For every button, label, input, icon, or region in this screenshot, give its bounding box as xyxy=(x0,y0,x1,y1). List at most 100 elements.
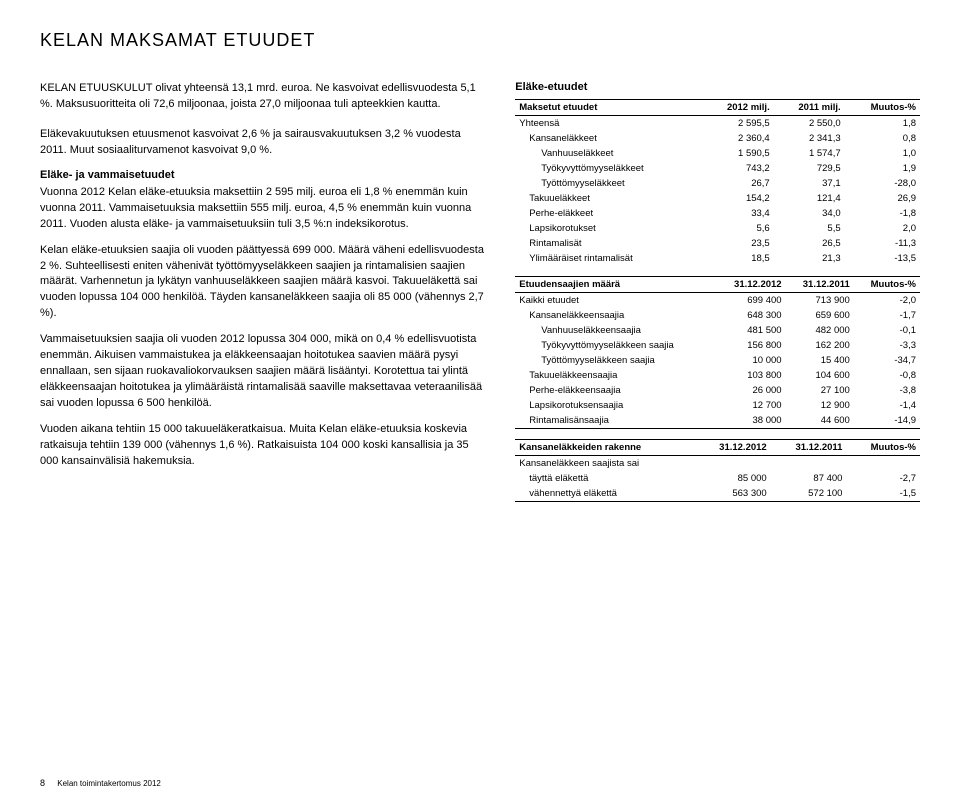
table-maksetut: Maksetut etuudet 2012 milj. 2011 milj. M… xyxy=(515,99,920,266)
content-columns: KELAN ETUUSKULUT olivat yhteensä 13,1 mr… xyxy=(40,81,920,502)
col-2012: 31.12.2012 xyxy=(694,440,770,456)
col-2011: 31.12.2011 xyxy=(771,440,847,456)
table-cell: 156 800 xyxy=(717,338,786,353)
table-cell: -3,3 xyxy=(854,338,920,353)
paragraph-4: Vammaisetuuksien saajia oli vuoden 2012 … xyxy=(40,332,485,412)
col-label: Kansaneläkkeiden rakenne xyxy=(515,440,694,456)
table-cell: -3,8 xyxy=(854,383,920,398)
table-cell: 2 341,3 xyxy=(774,131,845,146)
table-row: Lapsikorotukset5,65,52,0 xyxy=(515,221,920,236)
table-cell: 659 600 xyxy=(786,308,854,323)
table-cell: Työttömyyseläkkeet xyxy=(515,176,702,191)
table-cell: 38 000 xyxy=(717,413,786,429)
table-row: Kaikki etuudet699 400713 900-2,0 xyxy=(515,293,920,309)
table-cell: Rintamalisät xyxy=(515,236,702,251)
table-cell: 2 550,0 xyxy=(774,116,845,132)
table-cell: 0,8 xyxy=(845,131,920,146)
table-cell: Vanhuuseläkkeet xyxy=(515,146,702,161)
table-cell: -28,0 xyxy=(845,176,920,191)
table-cell: 21,3 xyxy=(774,251,845,266)
col-change: Muutos-% xyxy=(846,440,920,456)
table-cell: Yhteensä xyxy=(515,116,702,132)
paragraph-3: Kelan eläke-etuuksien saajia oli vuoden … xyxy=(40,243,485,323)
table-cell: 5,5 xyxy=(774,221,845,236)
col-2012: 31.12.2012 xyxy=(717,277,786,293)
table-cell: Työkyvyttömyyseläkkeet xyxy=(515,161,702,176)
table-cell: Lapsikorotukset xyxy=(515,221,702,236)
table-cell: 1 574,7 xyxy=(774,146,845,161)
table-cell: 162 200 xyxy=(786,338,854,353)
table-row: Työkyvyttömyyseläkkeet743,2729,51,9 xyxy=(515,161,920,176)
table-cell: 713 900 xyxy=(786,293,854,309)
table-cell: 104 600 xyxy=(786,368,854,383)
table-cell: -0,1 xyxy=(854,323,920,338)
right-column: Eläke-etuudet Maksetut etuudet 2012 milj… xyxy=(515,81,920,502)
table-rakenne: Kansaneläkkeiden rakenne 31.12.2012 31.1… xyxy=(515,439,920,502)
table-row: Kansaneläkkeet2 360,42 341,30,8 xyxy=(515,131,920,146)
table-cell: 2,0 xyxy=(845,221,920,236)
table-cell: 33,4 xyxy=(702,206,774,221)
table-cell: Kansaneläkkeensaajia xyxy=(515,308,716,323)
table-row: Rintamalisänsaajia38 00044 600-14,9 xyxy=(515,413,920,429)
table-header-row: Maksetut etuudet 2012 milj. 2011 milj. M… xyxy=(515,100,920,116)
table-cell: 482 000 xyxy=(786,323,854,338)
table-cell: 729,5 xyxy=(774,161,845,176)
table-cell: 85 000 xyxy=(694,471,770,486)
table-cell: Rintamalisänsaajia xyxy=(515,413,716,429)
table-cell: Perhe-eläkkeet xyxy=(515,206,702,221)
table-row: Lapsikorotuksensaajia12 70012 900-1,4 xyxy=(515,398,920,413)
table-cell: -2,0 xyxy=(854,293,920,309)
page-number: 8 xyxy=(40,778,45,788)
table-cell: 743,2 xyxy=(702,161,774,176)
table-cell: -34,7 xyxy=(854,353,920,368)
table-cell: 481 500 xyxy=(717,323,786,338)
table-cell: täyttä eläkettä xyxy=(515,471,694,486)
col-2012: 2012 milj. xyxy=(702,100,774,116)
table-row: Työkyvyttömyyseläkkeen saajia156 800162 … xyxy=(515,338,920,353)
table-cell: -1,8 xyxy=(845,206,920,221)
paragraph-2: Vuonna 2012 Kelan eläke-etuuksia maksett… xyxy=(40,185,485,233)
table-cell: 44 600 xyxy=(786,413,854,429)
table-cell: 5,6 xyxy=(702,221,774,236)
table-cell: -14,9 xyxy=(854,413,920,429)
table-cell: 15 400 xyxy=(786,353,854,368)
table-row: Työttömyyseläkkeet26,737,1-28,0 xyxy=(515,176,920,191)
table-row: Kansaneläkkeen saajista sai xyxy=(515,456,920,472)
table-cell: 87 400 xyxy=(771,471,847,486)
table-row: Kansaneläkkeensaajia648 300659 600-1,7 xyxy=(515,308,920,323)
table-cell: 1,0 xyxy=(845,146,920,161)
col-2011: 31.12.2011 xyxy=(786,277,854,293)
table-row: Takuueläkkeensaajia103 800104 600-0,8 xyxy=(515,368,920,383)
table-cell: Työkyvyttömyyseläkkeen saajia xyxy=(515,338,716,353)
table-row: Yhteensä2 595,52 550,01,8 xyxy=(515,116,920,132)
table-cell: 563 300 xyxy=(694,486,770,502)
left-column: KELAN ETUUSKULUT olivat yhteensä 13,1 mr… xyxy=(40,81,485,502)
table-cell: 121,4 xyxy=(774,191,845,206)
table-row: täyttä eläkettä85 00087 400-2,7 xyxy=(515,471,920,486)
table-cell: -1,7 xyxy=(854,308,920,323)
table-saajat: Etuudensaajien määrä 31.12.2012 31.12.20… xyxy=(515,276,920,429)
table-cell: 10 000 xyxy=(717,353,786,368)
col-change: Muutos-% xyxy=(854,277,920,293)
table-cell: 103 800 xyxy=(717,368,786,383)
col-2011: 2011 milj. xyxy=(774,100,845,116)
table-cell: 26,5 xyxy=(774,236,845,251)
table-header-row: Etuudensaajien määrä 31.12.2012 31.12.20… xyxy=(515,277,920,293)
table-row: Vanhuuseläkkeet1 590,51 574,71,0 xyxy=(515,146,920,161)
table-row: Työttömyyseläkkeen saajia10 00015 400-34… xyxy=(515,353,920,368)
table-cell: 648 300 xyxy=(717,308,786,323)
table-cell: -2,7 xyxy=(846,471,920,486)
table-cell: 27 100 xyxy=(786,383,854,398)
table-cell: 12 700 xyxy=(717,398,786,413)
col-label: Maksetut etuudet xyxy=(515,100,702,116)
table-cell: -0,8 xyxy=(854,368,920,383)
page-footer: 8 Kelan toimintakertomus 2012 xyxy=(40,778,161,788)
paragraph-5: Vuoden aikana tehtiin 15 000 takuueläker… xyxy=(40,422,485,470)
table-cell: 2 595,5 xyxy=(702,116,774,132)
sub-heading: Eläke- ja vammaisetuudet xyxy=(40,169,485,181)
table-cell: Takuueläkkeet xyxy=(515,191,702,206)
paragraph-1: Eläkevakuutuksen etuusmenot kasvoivat 2,… xyxy=(40,127,485,159)
table-row: Ylimääräiset rintamalisät18,521,3-13,5 xyxy=(515,251,920,266)
table-cell: 26 000 xyxy=(717,383,786,398)
table-cell: Lapsikorotuksensaajia xyxy=(515,398,716,413)
